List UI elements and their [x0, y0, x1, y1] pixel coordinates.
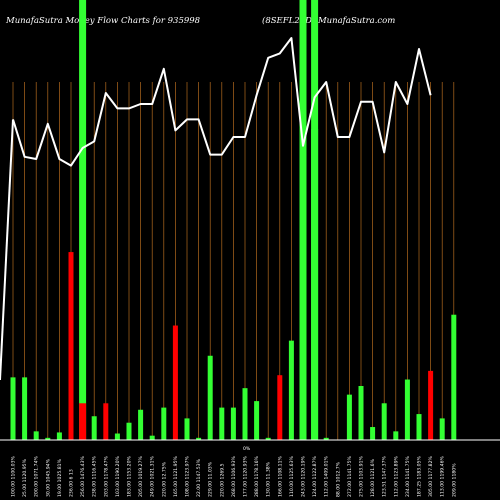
bar [439, 418, 445, 440]
bar [103, 403, 109, 440]
line-series [0, 37, 432, 381]
x-tick-label: 22.00 1147.53% [196, 458, 202, 497]
bar [277, 375, 283, 440]
x-tick-label: 110.00 1125.63% [289, 455, 295, 497]
x-tick-label: 108.00 1123.97% [185, 455, 191, 497]
x-tick-label: 113.00 1199.46% [440, 455, 446, 497]
bar [288, 340, 294, 440]
x-tick-label: 305.00 1177.82% [428, 455, 434, 497]
x-tick-label: 177.00 1120.93% [243, 455, 249, 497]
bar [172, 325, 178, 440]
x-tick-label: 112.00 1409.01% [324, 455, 330, 497]
bar [219, 407, 225, 440]
bar [149, 435, 155, 440]
highlight-column [79, 0, 87, 440]
bar [393, 431, 399, 440]
x-tick-label: 238.00 1116.45% [92, 455, 98, 497]
x-tick-label: 243.00 1120.19% [301, 455, 307, 497]
bar [242, 388, 248, 440]
x-tick-label: 25.00 1120.95% [22, 458, 28, 497]
bar [10, 377, 16, 440]
bar [114, 433, 120, 440]
bar [138, 409, 144, 440]
bar [370, 427, 376, 440]
x-tick-label: 229.00 11.03% [208, 461, 214, 497]
x-tick-label: 209.00 1180% [451, 463, 457, 497]
x-tick-label: 268.00 1106.93% [231, 455, 237, 497]
x-tick-label: 220.00 1269.5 [219, 463, 225, 497]
x-tick-label: 166.00 1108.11% [277, 455, 283, 497]
bar [323, 437, 329, 440]
x-tick-labels: 100.00 1100.03% 25.00 1120.95% 200.00 1071… [11, 455, 458, 497]
bar-series [10, 128, 457, 440]
bar [346, 394, 352, 440]
bar [207, 355, 213, 440]
x-tick-label: 288.00 1178.16% [254, 455, 260, 497]
x-tick-label: 275.00 1103.91% [359, 455, 365, 497]
money-flow-line-lead [0, 119, 14, 381]
x-tick-label: 30.00 1045.94% [45, 458, 51, 497]
bar [68, 252, 74, 440]
x-tick-label: 88.00 1012.7% [335, 461, 341, 497]
bar [254, 401, 260, 440]
bar [404, 379, 410, 440]
bar [299, 437, 307, 440]
bar [161, 407, 167, 440]
x-tick-label: 112.00 1123.89% [393, 455, 399, 497]
bar [416, 414, 422, 440]
x-tick-label: 234.00 1141.75% [405, 455, 411, 497]
bar [184, 418, 190, 440]
bar [381, 403, 387, 440]
highlight-column [299, 0, 307, 440]
x-tick-label: 103.00 1190.20% [115, 455, 121, 497]
bar [126, 422, 132, 440]
x-tick-label: 256.00 1476.43% [80, 455, 86, 497]
x-tick-label: 19.00 1025.81% [57, 458, 63, 497]
bar [79, 403, 87, 440]
bar [45, 437, 51, 440]
bar [230, 407, 236, 440]
bar [451, 314, 457, 440]
x-tick-label: 205.00 1019.27% [138, 455, 144, 497]
bar [428, 370, 434, 440]
x-tick-label: 130.00 11.38% [266, 461, 272, 497]
bar [33, 431, 39, 440]
x-tick-label: 220.00 12.75% [161, 461, 167, 497]
x-tick-label: 236.00 6 13 [69, 469, 75, 497]
x-tick-label: 128.00 1121.6% [370, 458, 376, 497]
y-axis-label: 0% [243, 446, 251, 452]
chart-title: MunafaSutra Money Flow Charts for 935998 [5, 16, 201, 26]
bar [56, 432, 62, 440]
bar [311, 128, 319, 440]
x-tick-label: 200.00 1071.74% [34, 455, 40, 497]
x-tick-label: 272.00 1141.75% [347, 455, 353, 497]
bar [196, 437, 202, 440]
x-tick-label: 183.00 1153.20% [127, 455, 133, 497]
money-flow-line [12, 37, 432, 167]
x-tick-label: 124.00 1122.87% [312, 455, 318, 497]
bar [358, 386, 364, 440]
x-tick-label: 100.00 1100.03% [11, 455, 17, 497]
x-tick-label: 165.00 1121.95% [173, 455, 179, 497]
chart-title-right: (8SEFL22D) MunafaSutra.com [262, 15, 395, 26]
bar [22, 377, 28, 440]
bar [91, 416, 97, 440]
bar [265, 437, 271, 440]
x-tick-label: 203.00 1178.47% [103, 455, 109, 497]
x-tick-label: 187.25 1183.05% [417, 455, 423, 497]
x-tick-label: 123.51 1147.37% [382, 455, 388, 497]
x-tick-label: 249.00 1021.31% [150, 455, 156, 497]
